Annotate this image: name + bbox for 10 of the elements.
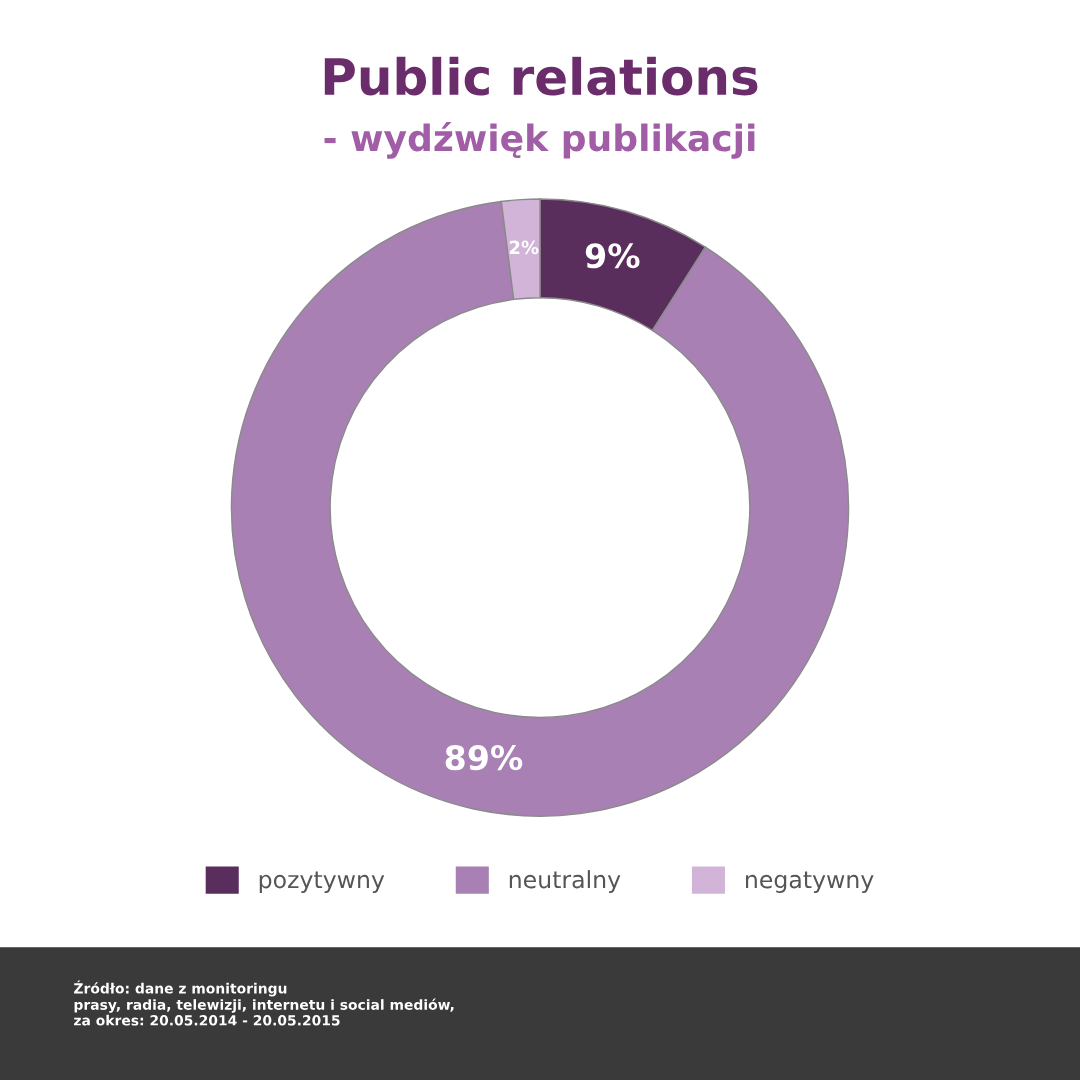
chart-title: Public relations xyxy=(324,56,758,96)
data-label: 2% xyxy=(509,240,539,255)
legend-label: negatywny xyxy=(746,871,874,893)
text: Źródło: dane z monitoringu prasy, radia, telewizji, internetu i social mediów, za okres: 20.05.2014 - 20.05.2015 xyxy=(74,980,454,1026)
donut-slice xyxy=(230,200,850,817)
legend-label: neutralny xyxy=(509,870,621,893)
data-label: 89% xyxy=(445,745,523,771)
chart-subtitle: - wydźwięk publikacji xyxy=(324,122,755,159)
legend-label: pozytywny xyxy=(259,871,385,893)
data-label: 9% xyxy=(585,243,640,269)
